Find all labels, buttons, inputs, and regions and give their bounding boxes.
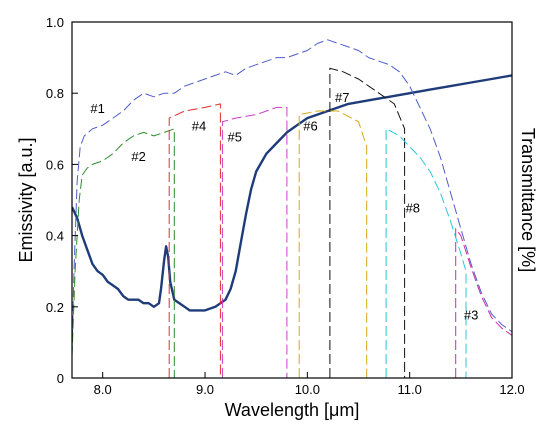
series-annotations: #1 #2 #3 #4 #5 #6 #7 #8	[90, 90, 478, 322]
x-tick-label: 10.0	[295, 382, 320, 397]
series-line-7	[329, 67, 406, 378]
series-annotation: #1	[90, 101, 104, 116]
series-line-6	[298, 110, 368, 378]
series-annotation: #7	[335, 90, 349, 105]
y-axis-label: Emissivity [a.u.]	[16, 137, 36, 262]
y-tick-label: 0.8	[46, 86, 64, 101]
series-annotation: #4	[192, 119, 206, 134]
axis-ticks: 8.0 9.0 10.0 11.0 12.0 0 0.2 0.4 0.6 0.8 1.0	[46, 15, 525, 397]
series-line-5	[221, 106, 288, 378]
y-tick-label: 0.4	[46, 229, 64, 244]
series-line-4	[168, 103, 221, 378]
y-tick-label: 0	[57, 371, 64, 386]
series-annotation: #5	[228, 129, 242, 144]
y-tick-label: 1.0	[46, 15, 64, 30]
x-tick-label: 9.0	[196, 382, 214, 397]
series-annotation: #6	[303, 119, 317, 134]
x-tick-label: 12.0	[499, 382, 524, 397]
series-annotation: #3	[464, 307, 478, 322]
x-axis-label: Wavelength [μm]	[225, 400, 360, 420]
series-annotation: #2	[131, 149, 145, 164]
series-line-3	[455, 228, 512, 378]
series-line-1	[72, 39, 512, 354]
x-tick-label: 11.0	[398, 382, 422, 397]
y-tick-label: 0.2	[46, 300, 64, 315]
series-layer	[72, 39, 512, 378]
plot-frame	[71, 21, 513, 379]
secondary-y-axis-label: Transmittance [%]	[518, 128, 538, 272]
series-line-8	[385, 128, 467, 378]
x-tick-label: 8.0	[94, 382, 112, 397]
series-line-transmittance	[72, 74, 512, 312]
y-tick-label: 0.6	[46, 157, 64, 172]
series-annotation: #8	[406, 200, 420, 215]
